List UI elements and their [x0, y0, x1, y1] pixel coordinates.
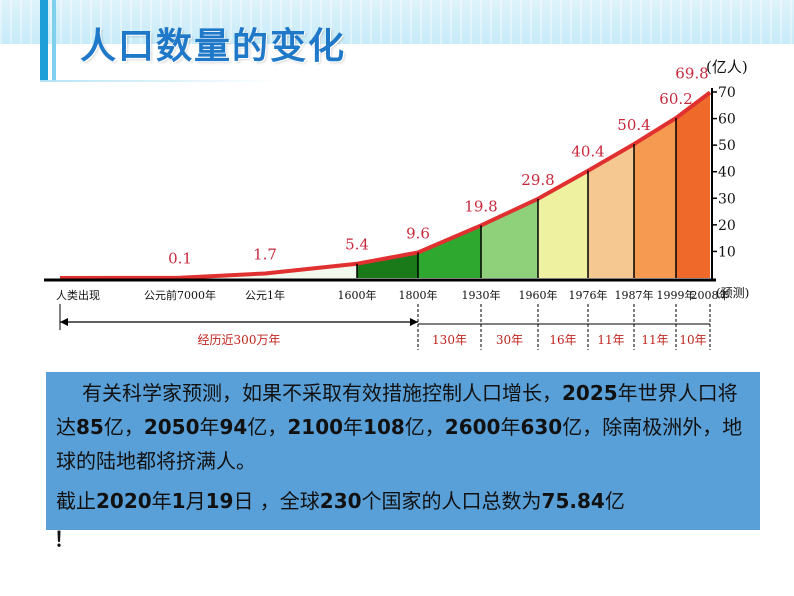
para1-segment: 年: [500, 415, 521, 439]
para1-segment: 2050: [143, 415, 200, 439]
span-label: 130年: [432, 333, 467, 347]
x-tick-label: 1987年: [615, 288, 654, 302]
para1-segment: 有关科学家预测，如果不采取有效措施控制人口增长，: [82, 381, 562, 405]
para2-segment: 个国家的人口总数为: [361, 489, 542, 513]
x-tick-label: 公元1年: [245, 288, 285, 302]
value-label: 50.4: [617, 116, 650, 134]
y-tick-label: 40: [718, 165, 736, 181]
para2-segment: 230: [319, 489, 362, 513]
area-fill-ancient: [60, 263, 357, 278]
value-label: 29.8: [521, 171, 554, 189]
x-tick-label: 人类出现: [56, 288, 100, 302]
para1-segment: 2600: [444, 415, 501, 439]
x-tick-label: 1976年: [569, 288, 608, 302]
x-tick-label: 1930年: [462, 288, 501, 302]
x-tick-label: 1960年: [519, 288, 558, 302]
para2-segment: 1: [171, 489, 186, 513]
area-fill-1600年: [357, 252, 418, 278]
x-tick-label: 1999年: [657, 288, 696, 302]
span-label-total: 经历近300万年: [198, 333, 281, 347]
info-box: 有关科学家预测，如果不采取有效措施控制人口增长，2025年世界人口将达85亿，2…: [46, 372, 760, 530]
header-band: [0, 0, 794, 44]
para2-segment: 2020: [96, 489, 152, 513]
title-underline: [40, 80, 280, 82]
span-label: 16年: [549, 333, 576, 347]
span-label: 11年: [641, 333, 668, 347]
para1-segment: 94: [219, 415, 248, 439]
info-paragraph-current: 截止2020年1月19日 ，全球230个国家的人口总数为75.84亿: [56, 484, 750, 518]
title-accent-bar-light: [52, 0, 56, 82]
x-tick-labels: 人类出现 公元前7000年 公元1年 1600年 1800年 1930年 1960年 1976…: [56, 288, 730, 302]
value-label: 1.7: [253, 245, 277, 263]
para2-segment: 75.84: [541, 489, 605, 513]
era-dividers: [356, 118, 677, 278]
para2-segment: 亿: [604, 489, 625, 513]
span-label: 11年: [597, 333, 624, 347]
para1-segment: 亿，: [404, 415, 445, 439]
arrowhead: [410, 318, 418, 326]
area-fill-1976年: [588, 144, 634, 278]
para1-segment: 85: [76, 415, 104, 439]
value-label: 9.6: [406, 224, 430, 242]
para1-segment: 年: [199, 415, 220, 439]
y-tick-label: 20: [718, 218, 736, 234]
para1-segment: 2100: [287, 415, 344, 439]
para1-segment: 亿，: [247, 415, 288, 439]
y-unit-label: (亿人): [706, 58, 748, 76]
value-label: 19.8: [464, 197, 497, 215]
y-tick-label: 60: [718, 112, 736, 128]
x-tick-label: 1800年: [399, 288, 438, 302]
area-fill-1800年: [418, 225, 481, 278]
y-tick-label: 50: [718, 138, 736, 154]
arrowhead: [60, 318, 68, 326]
para2-segment: 截止: [56, 489, 96, 513]
area-fill-1930年: [481, 198, 538, 278]
area-fill-1999年: [676, 92, 710, 278]
page-title: 人口数量的变化: [80, 26, 347, 67]
area-fill-1960年: [538, 170, 588, 278]
x-tick-label: 公元前7000年: [144, 288, 216, 302]
span-label: 10年: [679, 333, 706, 347]
value-label: 60.2: [659, 90, 692, 108]
para2-segment: 日 ，全球: [233, 489, 320, 513]
y-tick-label: 30: [718, 191, 736, 207]
area-fill-1987年: [634, 118, 676, 278]
y-tick-label: 70: [718, 85, 736, 101]
para1-segment: 2025: [562, 381, 618, 405]
para1-segment: 年: [343, 415, 364, 439]
value-labels: 0.1 1.7 5.4 9.6 19.8 29.8 40.4 50.4 60.2 69.8: [168, 65, 709, 268]
value-label: 40.4: [571, 143, 604, 161]
prediction-label: (预测): [716, 286, 749, 300]
value-label: 0.1: [168, 250, 192, 268]
info-paragraph-forecast: 有关科学家预测，如果不采取有效措施控制人口增长，2025年世界人口将达85亿，2…: [56, 376, 750, 478]
value-label: 69.8: [675, 65, 708, 83]
para2-segment: 年: [151, 489, 172, 513]
span-annotations: 经历近300万年 130年 30年 16年 11年 11年 10年: [59, 304, 711, 350]
para2-segment: 月: [185, 489, 206, 513]
y-tick-label: 10: [718, 244, 736, 260]
para1-segment: 108: [363, 415, 405, 439]
x-tick-label: 2008年: [691, 288, 730, 302]
info-tail-mark: ！: [54, 527, 74, 551]
x-tick-label: 1600年: [338, 288, 377, 302]
para2-segment: 19: [205, 489, 234, 513]
y-ticks: 10 20 30 40 50 60 70: [712, 85, 736, 260]
population-chart: 10 20 30 40 50 60 70 人类出现 公元前7000年 公元1年 1600年 1800…: [44, 58, 749, 350]
area-fills: [60, 92, 710, 278]
para1-segment: 年世界人口将达: [56, 381, 738, 439]
para1-segment: 亿，: [103, 415, 144, 439]
value-label: 5.4: [345, 236, 369, 254]
span-label: 30年: [496, 333, 523, 347]
para1-segment: 亿，除南极洲外，地球的陆地都将挤满人。: [56, 415, 743, 473]
para1-segment: 630: [520, 415, 563, 439]
title-accent-bar: [40, 0, 48, 82]
